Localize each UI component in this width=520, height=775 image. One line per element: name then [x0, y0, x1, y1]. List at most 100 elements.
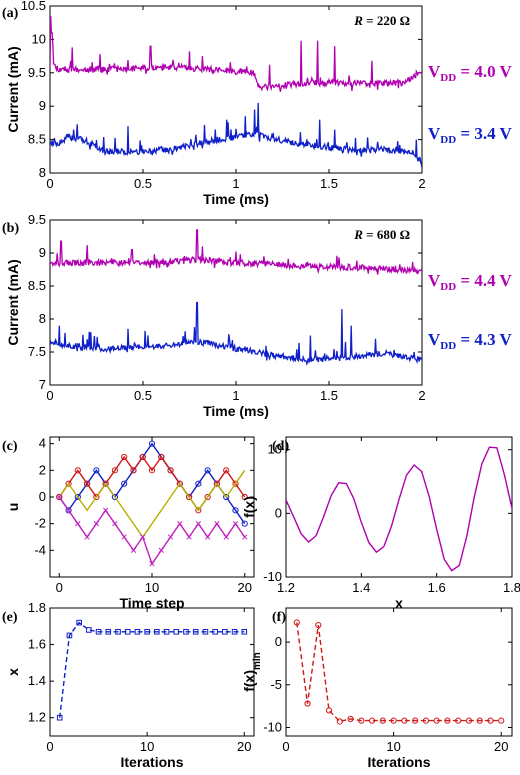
data-point: [84, 534, 90, 540]
data-point: [93, 467, 100, 474]
y-tick-label: 9: [39, 245, 46, 260]
data-point: [65, 480, 72, 487]
x-tick-label: 1.4: [352, 580, 370, 595]
data-point: [204, 467, 211, 474]
y-tick-label: 1.2: [28, 710, 46, 725]
x-tick-label: 10: [145, 580, 159, 595]
data-point: [74, 493, 81, 501]
axes-box-c: [49, 436, 255, 578]
data-point: [158, 547, 164, 553]
y-tick-label: 10: [32, 31, 46, 46]
data-point: [163, 628, 170, 635]
panel-label-a: (a): [2, 6, 19, 21]
panel-c: 0 10 20 -4 -2 0 2 4 Time step u (c): [2, 436, 255, 611]
data-point: [154, 628, 160, 635]
x-tick-label: 20: [494, 739, 508, 754]
data-point: [304, 700, 311, 707]
data-point: [173, 628, 180, 635]
plot-area-f: [293, 619, 505, 725]
y-axis-label: f(x)min: [241, 652, 263, 692]
panel-label-c: (c): [2, 439, 18, 454]
y-tick-label: -10: [263, 719, 282, 734]
x-axis-label: x: [395, 595, 403, 611]
y-tick-label: 0: [275, 634, 282, 649]
series-line-c-2: [58, 469, 246, 539]
data-point: [358, 717, 365, 724]
series-line-c-3: [58, 496, 246, 566]
x-tick-label: 0: [282, 739, 289, 754]
x-axis-label: Time (ms): [203, 403, 269, 419]
panel-b: 0 0.5 1 1.5 2 7 7.5 8 8.5 9 9.5 Time (ms) Current (m…: [2, 212, 513, 419]
data-point: [202, 628, 209, 635]
series-line-b-1: [50, 301, 422, 367]
data-point: [105, 628, 112, 635]
data-point: [476, 717, 483, 724]
series-line-c-0: [58, 442, 246, 525]
data-point: [213, 480, 221, 487]
y-tick-label: 8: [39, 165, 46, 180]
data-point: [315, 621, 322, 629]
series-line-b-0: [50, 229, 422, 275]
plot-area-b: [50, 229, 422, 367]
data-point: [465, 717, 473, 724]
y-tick-label: 7: [39, 377, 46, 392]
x-tick-label: 1.6: [428, 580, 446, 595]
series-line-e-0: [59, 621, 245, 718]
data-point: [176, 480, 183, 487]
data-point: [336, 718, 343, 725]
data-point: [498, 717, 505, 724]
data-point: [390, 717, 397, 724]
data-point: [444, 717, 451, 724]
resistance-annotation: R = 680 Ω: [353, 227, 410, 242]
data-point: [76, 619, 82, 626]
data-point: [204, 534, 211, 540]
x-tick-label: 1: [232, 176, 239, 191]
series-label-b-1: VDD = 4.3 V: [428, 330, 513, 352]
y-tick-label: -2: [34, 516, 46, 531]
data-point: [212, 628, 218, 635]
data-point: [124, 628, 131, 635]
data-point: [93, 521, 100, 527]
data-point: [223, 493, 230, 501]
data-point: [130, 467, 137, 474]
data-point: [148, 440, 156, 447]
axes-box-b: [49, 219, 423, 386]
y-tick-label: 8: [39, 311, 46, 326]
y-tick-label: -4: [34, 542, 46, 557]
data-point: [347, 715, 354, 723]
y-tick-label: 1.8: [28, 600, 46, 615]
data-point: [134, 628, 141, 635]
data-point: [368, 717, 376, 724]
y-axis-label: Current (mA): [5, 259, 21, 345]
y-tick-label: 10: [268, 442, 282, 457]
x-tick-label: 0: [46, 739, 53, 754]
data-point: [115, 628, 121, 635]
panel-f: 0 10 20 -10 -5 0 Iterations f(x)min (f): [241, 607, 513, 770]
data-point: [183, 628, 189, 635]
x-tick-label: 0: [46, 388, 53, 403]
y-tick-label: -5: [270, 677, 282, 692]
series-label-a-0: VDD = 4.0 V: [428, 62, 513, 84]
y-tick-label: 9: [39, 98, 46, 113]
panel-a: 0 0.5 1 1.5 2 8 8.5 9 9.5 10 10.5 Time (ms) Current …: [2, 0, 513, 207]
data-point: [222, 628, 228, 635]
y-axis-label: x: [5, 668, 21, 676]
x-tick-label: 0: [46, 176, 53, 191]
x-tick-label: 0.5: [134, 176, 152, 191]
plot-area-d: [286, 446, 512, 572]
data-point: [379, 717, 386, 724]
data-point: [487, 717, 494, 724]
data-point: [214, 521, 220, 527]
y-tick-label: 8.5: [28, 132, 46, 147]
data-point: [56, 493, 63, 501]
data-point: [241, 520, 248, 527]
y-axis-label-sub: min: [252, 652, 263, 670]
x-tick-label: 2: [418, 388, 425, 403]
data-point: [195, 507, 202, 514]
data-point: [121, 480, 128, 487]
data-point: [121, 453, 128, 461]
y-axis-label: u: [5, 503, 21, 512]
axes-box-d: [285, 436, 513, 578]
data-point: [231, 628, 238, 635]
x-tick-label: 1: [232, 388, 239, 403]
